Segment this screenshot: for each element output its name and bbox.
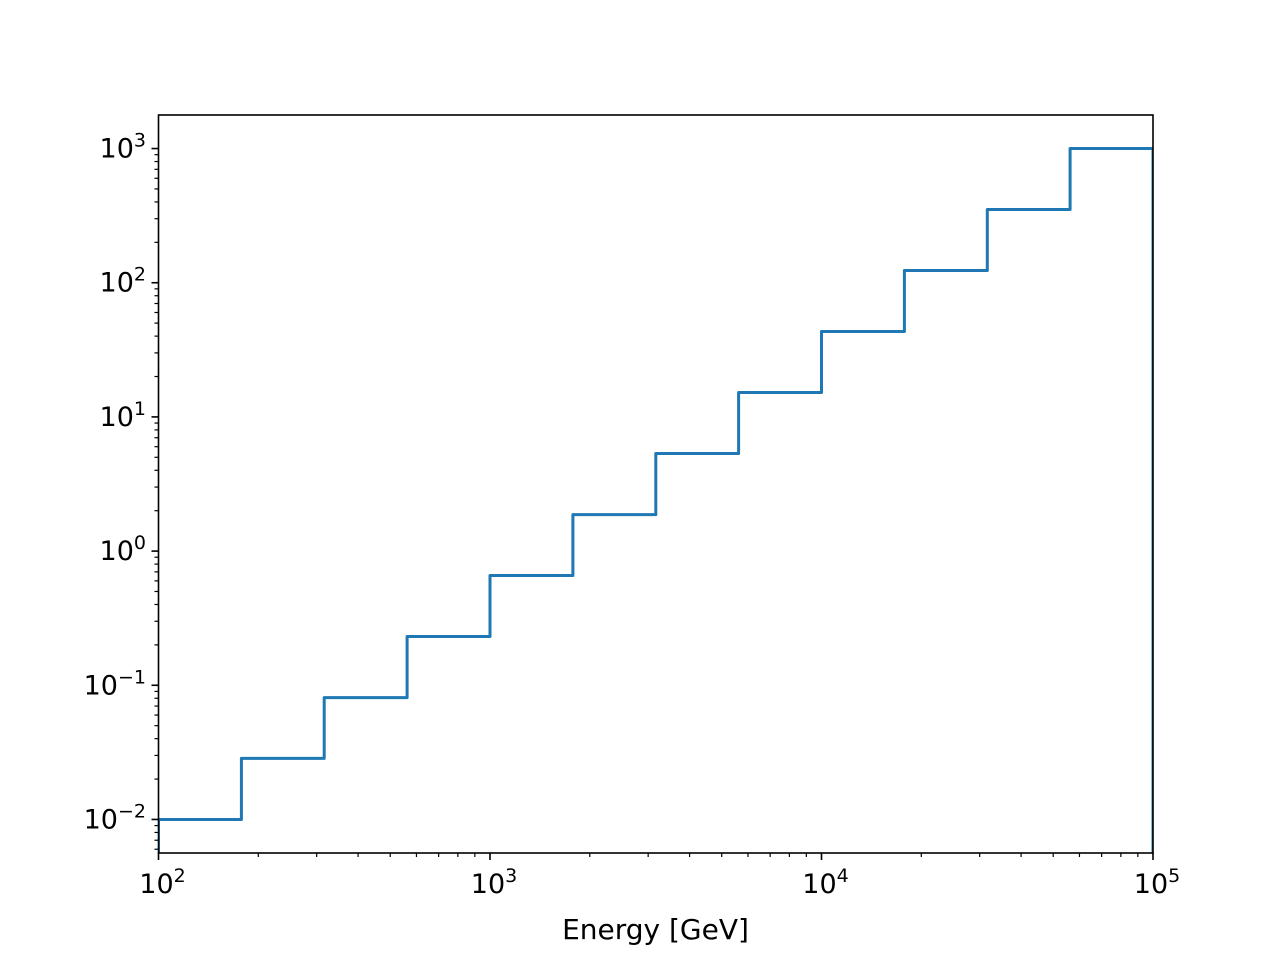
axis-ticks xyxy=(151,147,1154,860)
step-line xyxy=(158,147,1153,853)
y-tick-label: 101 xyxy=(100,398,146,433)
axes-frame xyxy=(157,114,1154,854)
y-tick-label: 10−1 xyxy=(84,666,146,701)
x-axis-label: Energy [GeV] xyxy=(562,913,749,946)
histogram-series xyxy=(158,147,1153,853)
y-tick-label: 100 xyxy=(100,532,146,567)
y-tick-labels: 103 102 101 100 10−1 10−2 xyxy=(84,130,146,836)
y-tick-label: 103 xyxy=(100,130,146,165)
x-tick-label: 105 xyxy=(1134,865,1180,900)
x-tick-labels: 102 103 104 105 xyxy=(139,865,1180,900)
x-tick-label: 102 xyxy=(139,865,185,900)
x-tick-label: 103 xyxy=(471,865,517,900)
y-tick-label: 10−2 xyxy=(84,800,146,835)
x-tick-label: 104 xyxy=(802,865,848,900)
y-tick-label: 102 xyxy=(100,264,146,299)
